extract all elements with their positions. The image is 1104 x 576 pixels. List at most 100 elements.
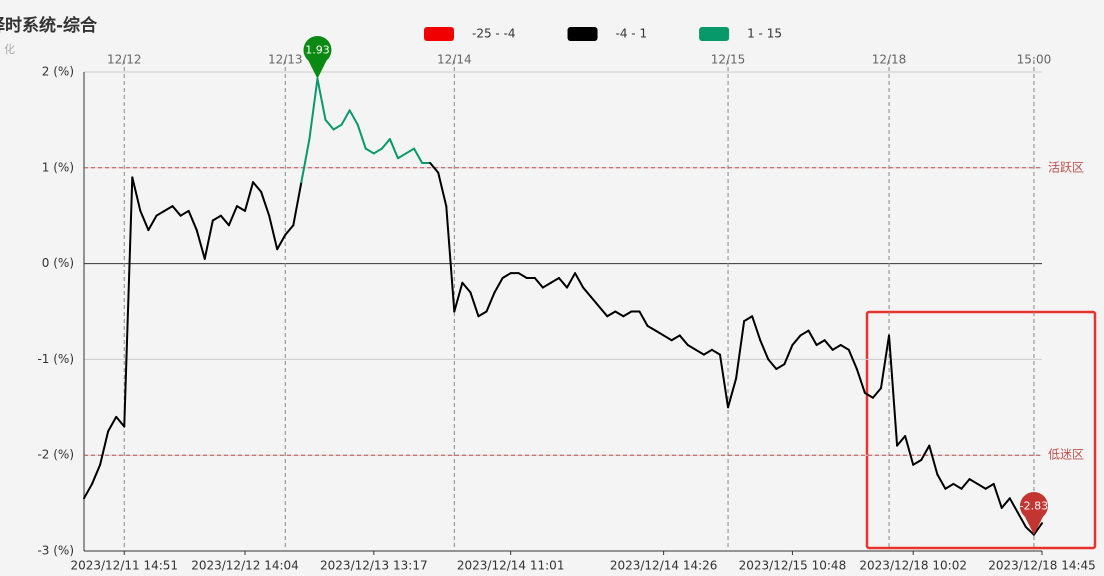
line-segment bbox=[662, 334, 673, 342]
line-segment bbox=[485, 291, 496, 313]
line-segment bbox=[1024, 526, 1035, 536]
line-segment bbox=[622, 310, 633, 318]
y-tick-label: -2 (%) bbox=[37, 448, 74, 462]
line-segment bbox=[372, 147, 383, 155]
line-segment bbox=[260, 190, 271, 217]
x-tick-label: 2023/12/14 11:01 bbox=[457, 559, 565, 573]
line-segment bbox=[920, 444, 931, 461]
line-segment bbox=[300, 138, 311, 184]
line-segment bbox=[493, 276, 504, 294]
line-segment bbox=[91, 463, 102, 485]
line-segment bbox=[316, 77, 327, 121]
line-segment bbox=[107, 415, 118, 433]
line-segment bbox=[896, 435, 907, 447]
x-tick-label: 2023/12/18 10:02 bbox=[859, 559, 967, 573]
line-segment bbox=[123, 176, 134, 428]
x-tick-label: 2023/12/14 14:26 bbox=[610, 559, 718, 573]
line-segment bbox=[984, 482, 995, 490]
line-segment bbox=[654, 329, 665, 337]
line-segment bbox=[751, 315, 762, 342]
line-segment bbox=[863, 391, 874, 399]
x-tick-label: 2023/12/18 14:45 bbox=[988, 559, 1096, 573]
line-segment bbox=[831, 344, 842, 351]
pin-marker: -2.83 bbox=[1020, 491, 1048, 535]
x-tick-label: 2023/12/15 10:48 bbox=[739, 559, 847, 573]
line-segment bbox=[244, 181, 255, 212]
line-segment bbox=[405, 147, 416, 155]
line-segment bbox=[461, 281, 472, 294]
line-segment bbox=[83, 482, 94, 500]
line-segment bbox=[686, 344, 697, 351]
line-segment bbox=[992, 482, 1003, 509]
line-segment bbox=[396, 152, 408, 160]
top-label: 12/18 bbox=[872, 53, 907, 67]
line-segment bbox=[670, 334, 681, 342]
pin-shape bbox=[303, 35, 332, 79]
line-segment bbox=[888, 334, 899, 447]
line-segment bbox=[759, 339, 770, 361]
line-segment bbox=[815, 339, 826, 347]
line-segment bbox=[839, 344, 850, 351]
line-segment bbox=[429, 162, 440, 174]
line-segment bbox=[944, 482, 955, 490]
line-segment bbox=[646, 324, 657, 332]
line-segment bbox=[445, 205, 456, 313]
line-segment bbox=[702, 348, 713, 356]
line-segment bbox=[1000, 497, 1011, 509]
line-segment bbox=[324, 118, 335, 131]
y-tick-label: -3 (%) bbox=[37, 544, 74, 558]
line-segment bbox=[477, 310, 488, 318]
line-segment bbox=[638, 310, 649, 327]
line-segment bbox=[557, 276, 569, 289]
line-segment bbox=[823, 339, 834, 351]
line-segment bbox=[348, 109, 359, 126]
line-segment bbox=[743, 315, 754, 323]
line-segment bbox=[388, 138, 399, 160]
line-segment bbox=[718, 353, 730, 409]
x-tick-label: 2023/12/11 14:51 bbox=[70, 559, 178, 573]
line-segment bbox=[1016, 511, 1027, 529]
mark-line-label: 低迷区 bbox=[1048, 448, 1084, 462]
line-segment bbox=[517, 272, 528, 279]
line-segment bbox=[235, 205, 247, 212]
y-tick-label: 2 (%) bbox=[42, 65, 74, 79]
y-tick-label: 1 (%) bbox=[42, 160, 74, 174]
y-tick-label: 0 (%) bbox=[42, 256, 74, 270]
pin-marker: 1.93 bbox=[303, 35, 332, 79]
legend-swatch bbox=[424, 27, 454, 41]
top-label: 12/14 bbox=[437, 53, 472, 67]
line-segment bbox=[332, 123, 343, 131]
line-segment bbox=[203, 219, 214, 260]
line-segment bbox=[356, 123, 367, 150]
line-segment bbox=[879, 334, 891, 390]
line-segment bbox=[340, 109, 351, 126]
line-segment bbox=[767, 358, 778, 370]
line-segment bbox=[139, 209, 150, 232]
line-segment bbox=[694, 348, 705, 356]
line-segment bbox=[227, 205, 238, 227]
legend-label: -4 - 1 bbox=[616, 27, 648, 41]
line-segment bbox=[187, 209, 198, 232]
line-segment bbox=[574, 272, 585, 289]
line-segment bbox=[292, 181, 303, 227]
legend-swatch bbox=[699, 27, 730, 41]
legend-swatch bbox=[567, 27, 598, 41]
line-segment bbox=[775, 363, 786, 370]
highlight-box bbox=[865, 310, 1097, 550]
line-segment bbox=[99, 430, 110, 466]
line-segment bbox=[968, 478, 979, 485]
line-segment bbox=[791, 334, 802, 347]
x-tick-label: 2023/12/13 13:17 bbox=[320, 559, 428, 573]
line-segment bbox=[163, 205, 174, 212]
top-label: 12/13 bbox=[268, 53, 303, 67]
line-segment bbox=[960, 478, 971, 490]
y-tick-label: -1 (%) bbox=[37, 352, 74, 366]
line-segment bbox=[453, 281, 464, 313]
line-segment bbox=[364, 147, 375, 155]
top-label: 15:00 bbox=[1017, 53, 1052, 67]
line-segment bbox=[413, 147, 424, 165]
line-segment bbox=[1008, 497, 1019, 514]
line-segment bbox=[807, 329, 818, 347]
top-label: 12/12 bbox=[107, 53, 142, 67]
